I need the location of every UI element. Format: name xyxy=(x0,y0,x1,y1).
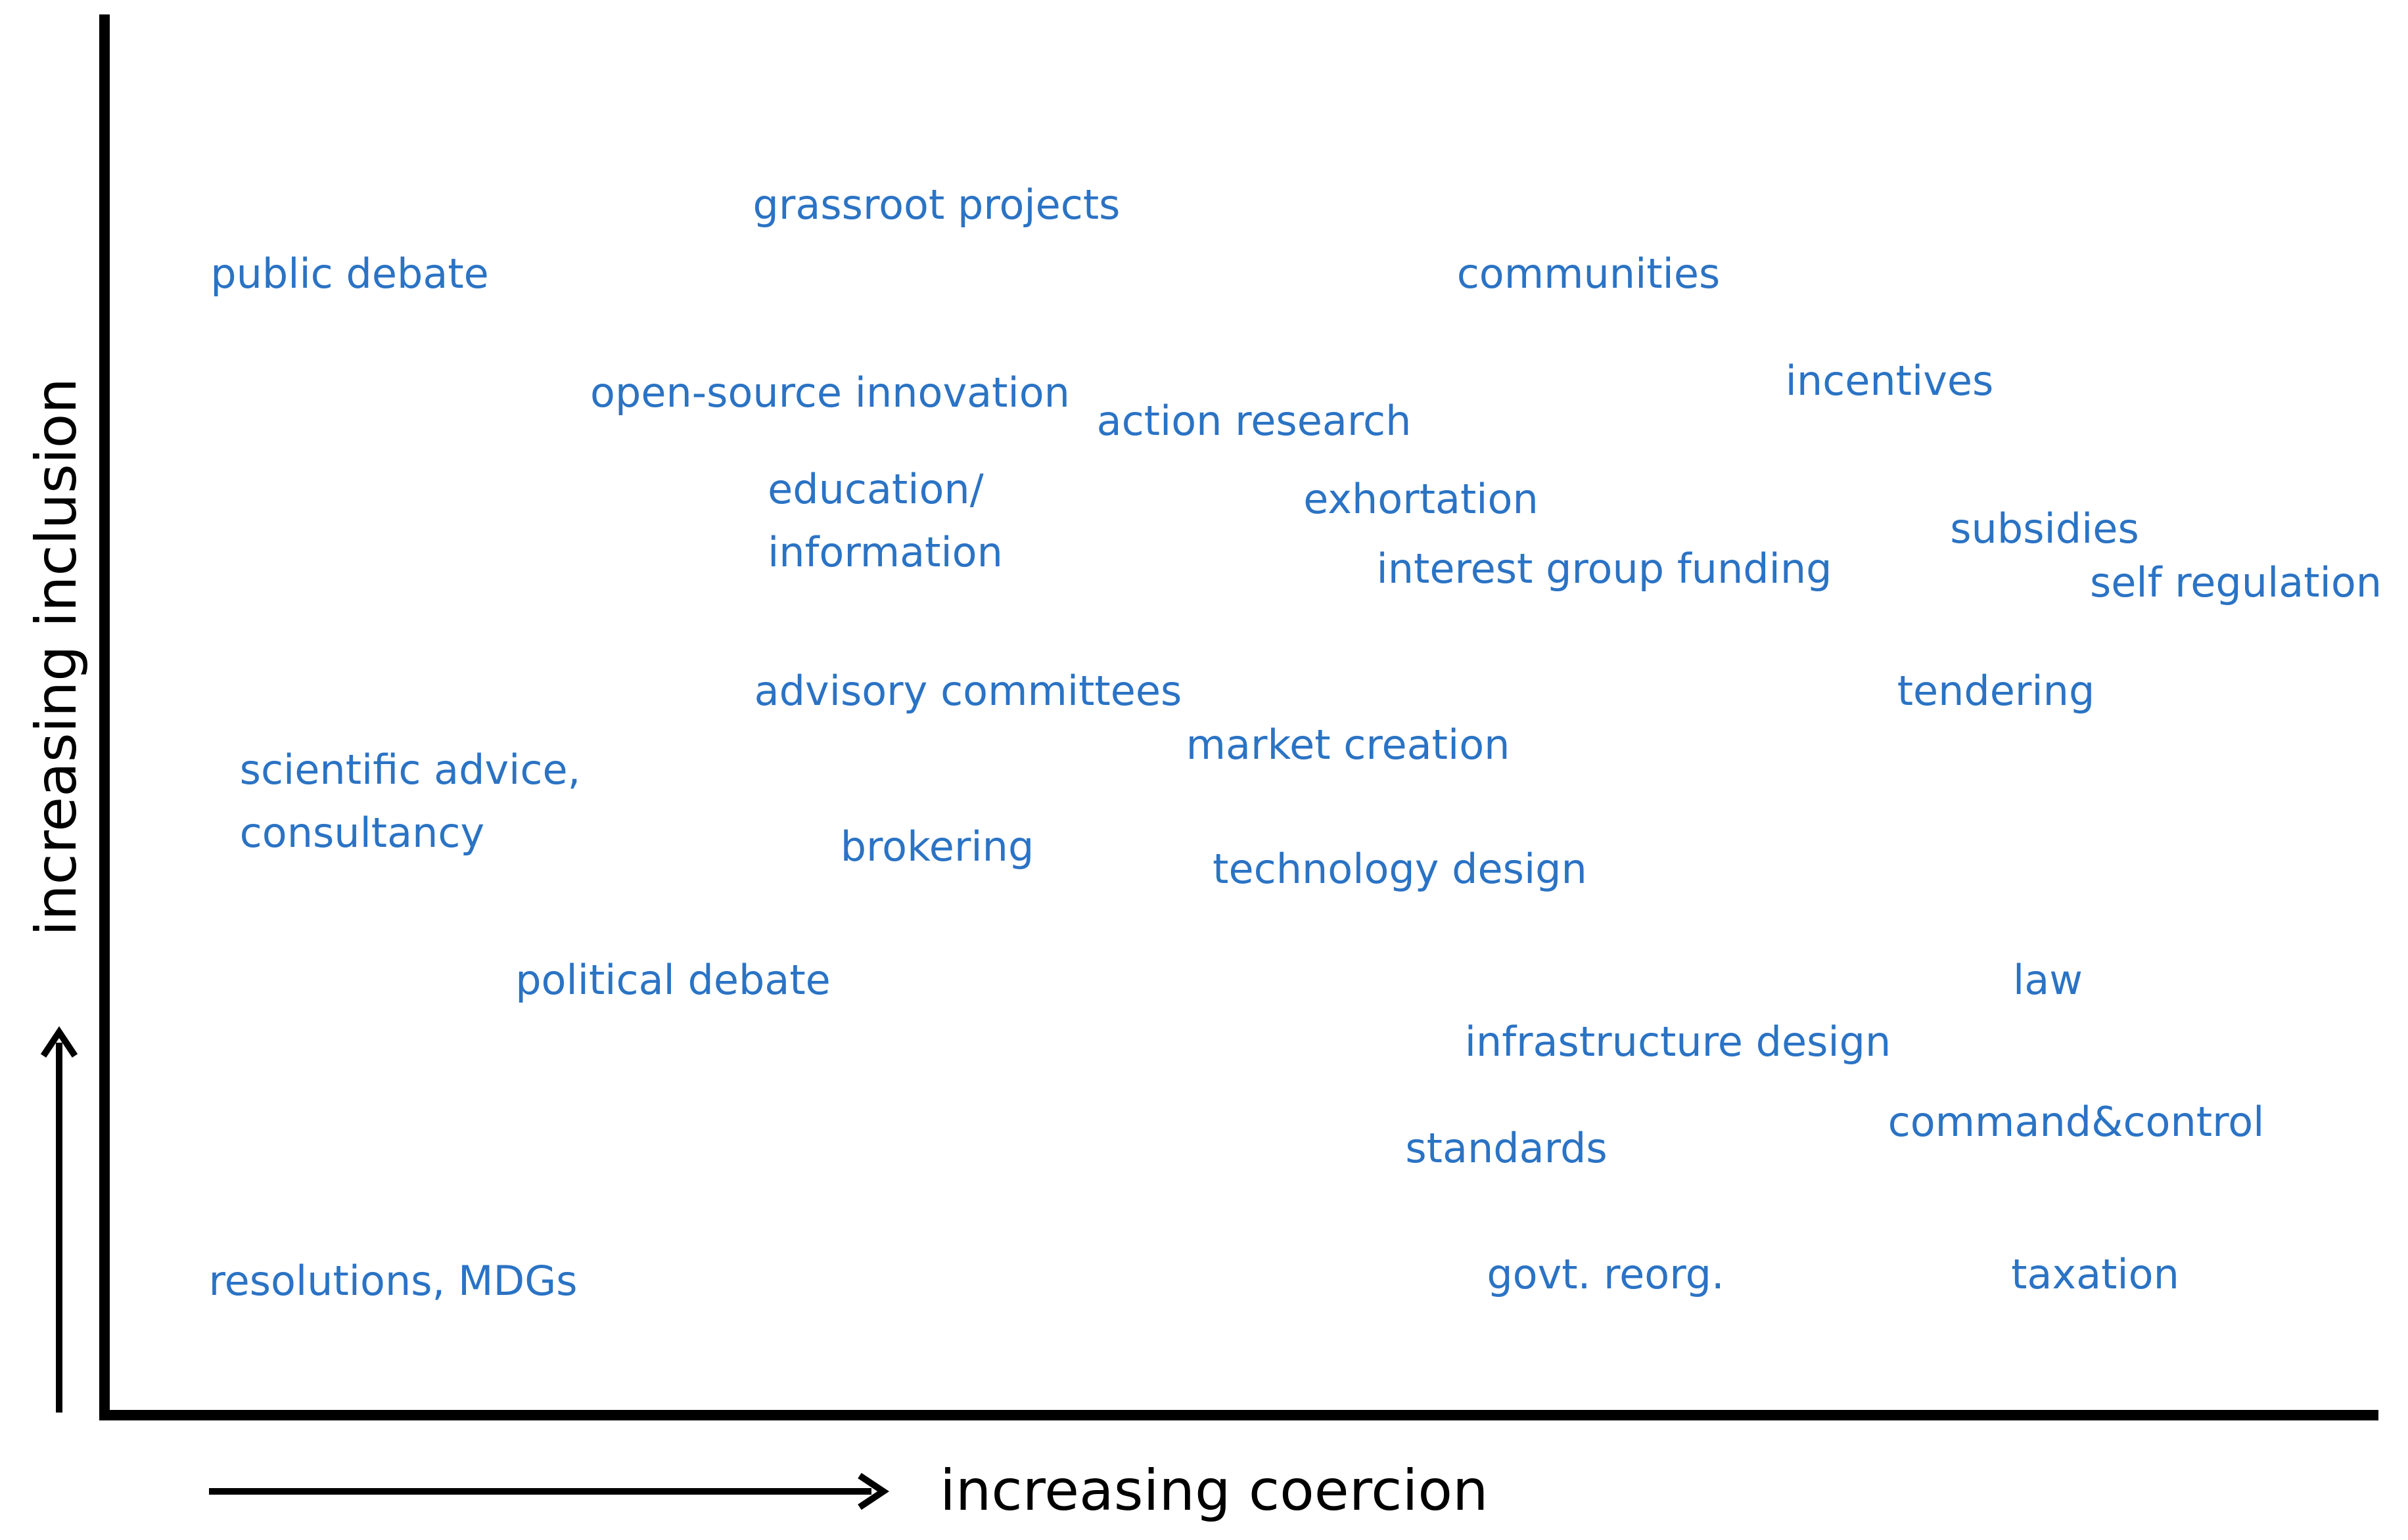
term-line: market creation xyxy=(1186,721,1510,769)
term-exhortation: exhortation xyxy=(1303,468,1539,531)
term-standards: standards xyxy=(1405,1117,1607,1180)
term-self-regulation: self regulation xyxy=(2090,551,2382,614)
term-resolutions-mdgs: resolutions, MDGs xyxy=(208,1250,577,1313)
term-line: exhortation xyxy=(1303,475,1539,523)
term-line: political debate xyxy=(515,956,831,1004)
term-open-source-innovation: open-source innovation xyxy=(590,361,1070,424)
term-market-creation: market creation xyxy=(1186,713,1510,777)
term-line: incentives xyxy=(1785,357,1994,405)
term-line: tendering xyxy=(1897,667,2095,715)
term-line: law xyxy=(2013,956,2083,1004)
term-public-debate: public debate xyxy=(210,242,489,306)
term-scientific-advice: scientific advice, consultancy xyxy=(240,738,581,865)
term-line: information xyxy=(768,528,1003,576)
term-line: scientific advice, xyxy=(239,746,581,794)
term-line: grassroot projects xyxy=(752,181,1121,229)
x-axis-arrow-icon xyxy=(209,1472,890,1510)
term-line: taxation xyxy=(2011,1250,2179,1298)
x-axis-label: increasing coercion xyxy=(940,1458,1489,1524)
term-line: communities xyxy=(1456,250,1721,298)
term-political-debate: political debate xyxy=(515,949,831,1012)
term-interest-group-funding: interest group funding xyxy=(1377,537,1832,600)
term-incentives: incentives xyxy=(1786,350,1994,413)
term-line: govt. reorg. xyxy=(1487,1250,1725,1298)
term-line: subsidies xyxy=(1950,505,2139,553)
term-grassroot-projects: grassroot projects xyxy=(753,173,1121,237)
y-axis-line xyxy=(99,14,110,1420)
y-axis-arrow-icon xyxy=(40,1026,78,1413)
term-technology-design: technology design xyxy=(1213,838,1587,901)
term-line: action research xyxy=(1096,397,1412,445)
term-govt-reorg: govt. reorg. xyxy=(1487,1243,1724,1306)
term-line: technology design xyxy=(1213,845,1587,893)
term-communities: communities xyxy=(1457,242,1721,306)
y-axis-label: increasing inclusion xyxy=(24,378,89,936)
term-brokering: brokering xyxy=(841,815,1034,878)
term-line: command&control xyxy=(1887,1098,2265,1146)
term-subsidies: subsidies xyxy=(1950,497,2139,560)
term-line: interest group funding xyxy=(1376,545,1832,593)
term-line: public debate xyxy=(210,250,489,298)
term-line: standards xyxy=(1405,1124,1608,1172)
term-taxation: taxation xyxy=(2011,1243,2179,1306)
term-infrastructure-design: infrastructure design xyxy=(1465,1010,1891,1074)
x-axis-line xyxy=(99,1410,2378,1420)
term-law: law xyxy=(2013,949,2083,1012)
term-action-research: action research xyxy=(1097,390,1412,453)
term-line: brokering xyxy=(840,823,1034,871)
term-line: self regulation xyxy=(2089,558,2382,606)
term-line: consultancy xyxy=(239,809,485,857)
term-command-control: command&control xyxy=(1888,1091,2265,1154)
term-advisory-committees: advisory committees xyxy=(754,660,1182,723)
term-line: open-source innovation xyxy=(590,369,1070,417)
term-education-information: education/information xyxy=(768,458,1003,584)
term-line: resolutions, MDGs xyxy=(208,1257,578,1305)
term-tendering: tendering xyxy=(1897,660,2095,723)
term-line: infrastructure design xyxy=(1464,1018,1891,1066)
term-line: education/ xyxy=(768,465,984,513)
term-line: advisory committees xyxy=(754,667,1182,715)
